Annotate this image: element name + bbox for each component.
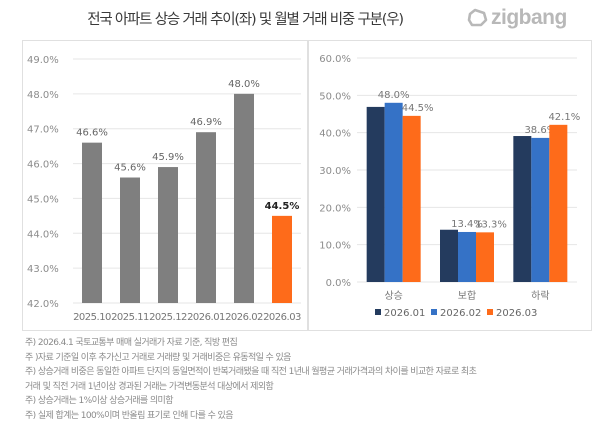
- footnote: 주) 실제 합계는 100%이며 반올림 표기로 인해 다를 수 있음: [25, 410, 233, 421]
- footnote: 주 )자료 기준일 이후 추가신고 거래로 거래량 및 거래비중은 유동적일 수…: [25, 352, 291, 363]
- x-tick-label: 2026.01: [187, 312, 225, 323]
- y-tick-label: 44.0%: [27, 229, 59, 240]
- data-label: 13.4%: [451, 219, 483, 230]
- x-tick-label: 상승: [384, 290, 402, 302]
- legend-swatch-2026.03: [487, 309, 493, 315]
- legend-swatch-2026.01: [375, 309, 381, 315]
- data-label: 48.0%: [228, 79, 260, 90]
- bar-2026.02: [384, 102, 403, 282]
- data-label: 46.9%: [190, 117, 222, 128]
- bar: [196, 132, 216, 303]
- footnote: 거래 및 직전 거래 1년이상 경과된 거래는 가격변동분석 대상에서 제외함: [25, 381, 274, 392]
- data-label: 46.6%: [76, 128, 108, 139]
- page-title: 전국 아파트 상승 거래 추이(좌) 및 월별 거래 비중 구분(우): [87, 12, 404, 28]
- bar-2026.03: [476, 232, 494, 282]
- bar-2026.03: [549, 124, 568, 283]
- data-label: 44.5%: [402, 103, 434, 114]
- y-tick-label: 45.0%: [27, 194, 59, 205]
- footnote: 주) 상승거래는 1%이상 상승거래를 의미함: [25, 396, 174, 407]
- legend-label: 2026.01: [384, 308, 425, 319]
- x-tick-label: 2026.03: [263, 312, 301, 323]
- y-tick-label: 47.0%: [27, 125, 59, 136]
- x-tick-label: 2025.10: [73, 312, 111, 323]
- bar-2026.01: [440, 229, 458, 282]
- y-tick-label: 43.0%: [27, 264, 59, 275]
- x-tick-label: 하락: [531, 289, 549, 302]
- logo-text: zigbang: [491, 6, 567, 29]
- bar-2026.03: [402, 115, 421, 282]
- legend-swatch-2026.02: [431, 309, 437, 315]
- data-label: 44.5%: [265, 201, 300, 212]
- y-tick-label: 30.0%: [319, 166, 351, 177]
- left-chart-panel: 42.0% 43.0% 44.0% 45.0% 46.0% 47.0% 48.0% 49.0%…: [22, 40, 308, 331]
- y-tick-label: 0.0%: [326, 278, 351, 289]
- bar: [234, 93, 254, 303]
- y-tick-label: 20.0%: [319, 203, 351, 214]
- transaction-share-chart: 0.0% 10.0% 20.0% 30.0% 40.0% 50.0% 60.0% 48.0% 4…: [319, 54, 580, 319]
- footnotes: 주) 2026.4.1 국토교통부 매매 실거래가 자료 기준, 직방 편집 주…: [25, 336, 477, 424]
- data-label: 13.3%: [475, 219, 507, 230]
- legend-label: 2026.02: [440, 308, 481, 319]
- bar-2026.02: [458, 231, 476, 282]
- bar: [158, 167, 178, 303]
- data-label: 45.9%: [152, 152, 184, 163]
- x-tick-label: 보합: [458, 290, 476, 302]
- bar: [272, 215, 292, 303]
- data-label: 48.0%: [378, 90, 410, 101]
- y-tick-label: 49.0%: [27, 55, 59, 66]
- y-tick-label: 48.0%: [27, 90, 59, 101]
- footnote: 주) 2026.4.1 국토교통부 매매 실거래가 자료 기준, 직방 편집: [25, 338, 238, 348]
- monthly-rise-trend-chart: 42.0% 43.0% 44.0% 45.0% 46.0% 47.0% 48.0% 49.0%…: [27, 55, 302, 323]
- y-tick-label: 10.0%: [319, 241, 351, 252]
- footnote: 주) 상승거래 비중은 동일한 아파트 단지의 동일면적이 반복거래됐을 때 직…: [25, 367, 477, 378]
- y-tick-label: 42.0%: [27, 299, 59, 310]
- y-tick-label: 50.0%: [319, 91, 351, 102]
- y-tick-label: 46.0%: [27, 160, 59, 171]
- data-label: 42.1%: [548, 112, 580, 123]
- zigbang-logo-icon: [467, 8, 488, 27]
- bar-2026.01: [366, 106, 385, 282]
- right-chart-panel: 0.0% 10.0% 20.0% 30.0% 40.0% 50.0% 60.0% 48.0% 4…: [308, 40, 592, 331]
- legend-label: 2026.03: [496, 308, 537, 319]
- x-tick-label: 2026.02: [225, 312, 263, 323]
- data-label: 38.6%: [524, 125, 556, 136]
- y-tick-label: 40.0%: [319, 129, 351, 140]
- bar-2026.01: [513, 136, 532, 282]
- bar: [82, 142, 102, 303]
- x-tick-label: 2025.11: [111, 312, 149, 323]
- x-tick-label: 2025.12: [149, 312, 187, 323]
- zigbang-logo: zigbang: [466, 5, 567, 31]
- y-tick-label: 60.0%: [319, 54, 351, 65]
- bar-2026.02: [531, 137, 550, 282]
- data-label: 45.6%: [114, 163, 146, 174]
- bar: [120, 177, 140, 303]
